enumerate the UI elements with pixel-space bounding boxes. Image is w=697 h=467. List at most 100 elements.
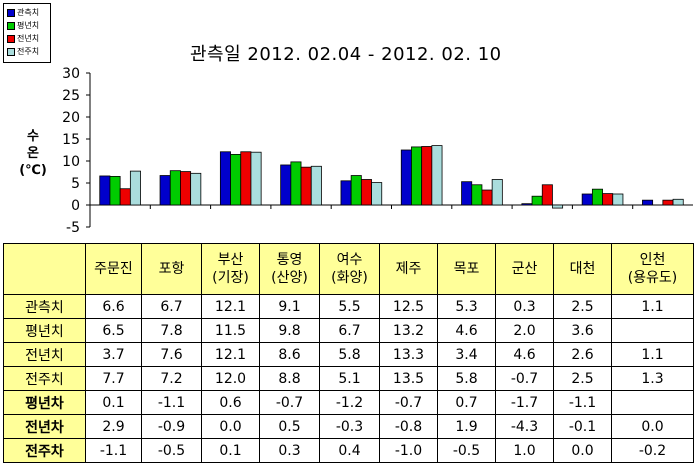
table-cell: 2.5 <box>553 366 612 391</box>
table-cell: -0.3 <box>319 414 380 439</box>
y-tick-label: 15 <box>62 132 80 148</box>
table-cell <box>611 390 694 415</box>
column-header: 군산 <box>495 243 554 295</box>
y-tick-label: 0 <box>71 198 80 214</box>
bar <box>340 180 352 206</box>
y-tick-label: -5 <box>66 220 80 236</box>
table-header-row: 주문진 포항 부산 (기장) 통영 (산양) 여수 (화양) 제주 목포 군산 대천 인천 (용유도) <box>3 243 694 295</box>
table-cell <box>611 318 694 343</box>
bar <box>642 199 654 206</box>
bar <box>129 170 141 206</box>
table-cell: -1.0 <box>379 438 438 463</box>
bar <box>290 161 302 206</box>
y-tick-label: 5 <box>71 176 80 192</box>
table-cell: 0.4 <box>319 438 380 463</box>
column-header-line: 군산 <box>511 261 538 277</box>
table-cell: 0.7 <box>437 390 496 415</box>
row-label: 관측치 <box>3 294 86 319</box>
table-cell: 3.6 <box>553 318 612 343</box>
table-cell: 0.5 <box>259 414 320 439</box>
table-row: 전년치 3.7 7.6 12.1 8.6 5.8 13.3 3.4 4.6 2.6 1.1 <box>3 342 694 367</box>
table-cell: 13.5 <box>379 366 438 391</box>
table-cell: 2.0 <box>495 318 554 343</box>
column-header-line: (기장) <box>212 270 249 286</box>
table-cell: -1.1 <box>141 390 202 415</box>
column-header: 부산 (기장) <box>201 243 260 295</box>
table-cell: -4.3 <box>495 414 554 439</box>
table-corner-cell <box>3 243 86 295</box>
bar <box>371 182 383 206</box>
table-row: 관측치 6.6 6.7 12.1 9.1 5.5 12.5 5.3 0.3 2.5 1.1 <box>3 294 694 319</box>
table-cell: 6.5 <box>85 318 142 343</box>
table-cell: 9.8 <box>259 318 320 343</box>
row-label: 평년치 <box>3 318 86 343</box>
bar <box>531 195 543 206</box>
bar <box>240 151 252 206</box>
table-row: 전주차 -1.1 -0.5 0.1 0.3 0.4 -1.0 -0.5 1.0 0.0 -0.2 <box>3 438 694 463</box>
y-axis-label-line: (℃) <box>19 163 47 178</box>
table-cell: -0.8 <box>379 414 438 439</box>
y-tick-label: 20 <box>62 110 80 126</box>
bar <box>109 175 121 206</box>
temperature-bar-chart: -5 0 5 10 15 20 25 30 <box>62 66 693 236</box>
bar <box>310 165 322 206</box>
bar <box>431 145 443 206</box>
table-cell: -1.7 <box>495 390 554 415</box>
legend-label: 평년치 <box>17 21 40 30</box>
table-cell: 8.6 <box>259 342 320 367</box>
table-cell: -0.1 <box>553 414 612 439</box>
table-cell: 7.8 <box>141 318 202 343</box>
column-header-line: 인천 <box>639 252 666 268</box>
y-axis-label-line: 온 <box>27 146 39 161</box>
table-cell: 1.1 <box>611 342 694 367</box>
table-cell: 12.1 <box>201 294 260 319</box>
bar <box>169 170 181 206</box>
y-tick-label: 25 <box>62 88 80 104</box>
table-cell: 13.2 <box>379 318 438 343</box>
table-cell: 0.1 <box>201 438 260 463</box>
column-header: 인천 (용유도) <box>611 243 694 295</box>
row-label: 평년차 <box>3 390 86 415</box>
table-cell: 0.6 <box>201 390 260 415</box>
bar <box>421 146 433 206</box>
table-cell: 0.3 <box>259 438 320 463</box>
bar <box>471 184 483 206</box>
table-cell: -0.5 <box>141 438 202 463</box>
table-cell: 5.1 <box>319 366 380 391</box>
legend-swatch <box>7 34 15 43</box>
table-cell: 7.2 <box>141 366 202 391</box>
table-cell: 0.3 <box>495 294 554 319</box>
table-cell: -1.1 <box>85 438 142 463</box>
table-cell: 5.3 <box>437 294 496 319</box>
table-cell: 0.0 <box>201 414 260 439</box>
column-header-line: 제주 <box>395 261 422 277</box>
legend-item: 평년치 <box>7 19 47 32</box>
bar <box>612 193 624 206</box>
column-header-line: (산양) <box>271 270 308 286</box>
table-cell: 0.1 <box>85 390 142 415</box>
table-cell: -0.9 <box>141 414 202 439</box>
column-header: 제주 <box>379 243 438 295</box>
table-cell: -0.7 <box>495 366 554 391</box>
column-header: 목포 <box>437 243 496 295</box>
table-cell: 7.7 <box>85 366 142 391</box>
table-row: 평년치 6.5 7.8 11.5 9.8 6.7 13.2 4.6 2.0 3.6 <box>3 318 694 343</box>
table-cell: 1.9 <box>437 414 496 439</box>
column-header-line: 통영 <box>276 252 303 268</box>
legend-item: 전년치 <box>7 32 47 45</box>
chart-title: 관측일 2012. 02.04 - 2012. 02. 10 <box>190 44 502 65</box>
bar <box>190 172 202 206</box>
column-header-line: (화양) <box>331 270 368 286</box>
table-cell: 5.8 <box>437 366 496 391</box>
column-header-line: 여수 <box>336 252 363 268</box>
table-row: 평년차 0.1 -1.1 0.6 -0.7 -1.2 -0.7 0.7 -1.7 -1.1 <box>3 390 694 415</box>
table-cell: 1.0 <box>495 438 554 463</box>
y-tick-label: 10 <box>62 154 80 170</box>
bar <box>662 199 674 206</box>
bar <box>180 171 192 206</box>
table-cell: 4.6 <box>437 318 496 343</box>
data-table: 주문진 포항 부산 (기장) 통영 (산양) 여수 (화양) 제주 목포 군산 대천 인천 (용유도) 관측… <box>3 243 694 463</box>
bar <box>219 151 231 206</box>
table-cell: 9.1 <box>259 294 320 319</box>
table-cell: 12.0 <box>201 366 260 391</box>
